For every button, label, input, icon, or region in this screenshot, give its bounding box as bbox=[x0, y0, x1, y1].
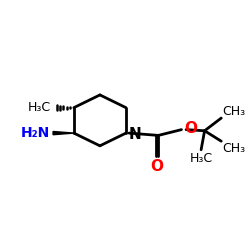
Text: CH₃: CH₃ bbox=[222, 142, 245, 155]
Text: H₃C: H₃C bbox=[190, 152, 213, 164]
Text: H₃C: H₃C bbox=[28, 101, 51, 114]
Text: CH₃: CH₃ bbox=[222, 104, 245, 118]
Polygon shape bbox=[53, 132, 74, 135]
Text: N: N bbox=[128, 127, 141, 142]
Text: O: O bbox=[184, 121, 197, 136]
Text: H₂N: H₂N bbox=[21, 126, 50, 140]
Text: O: O bbox=[150, 159, 164, 174]
